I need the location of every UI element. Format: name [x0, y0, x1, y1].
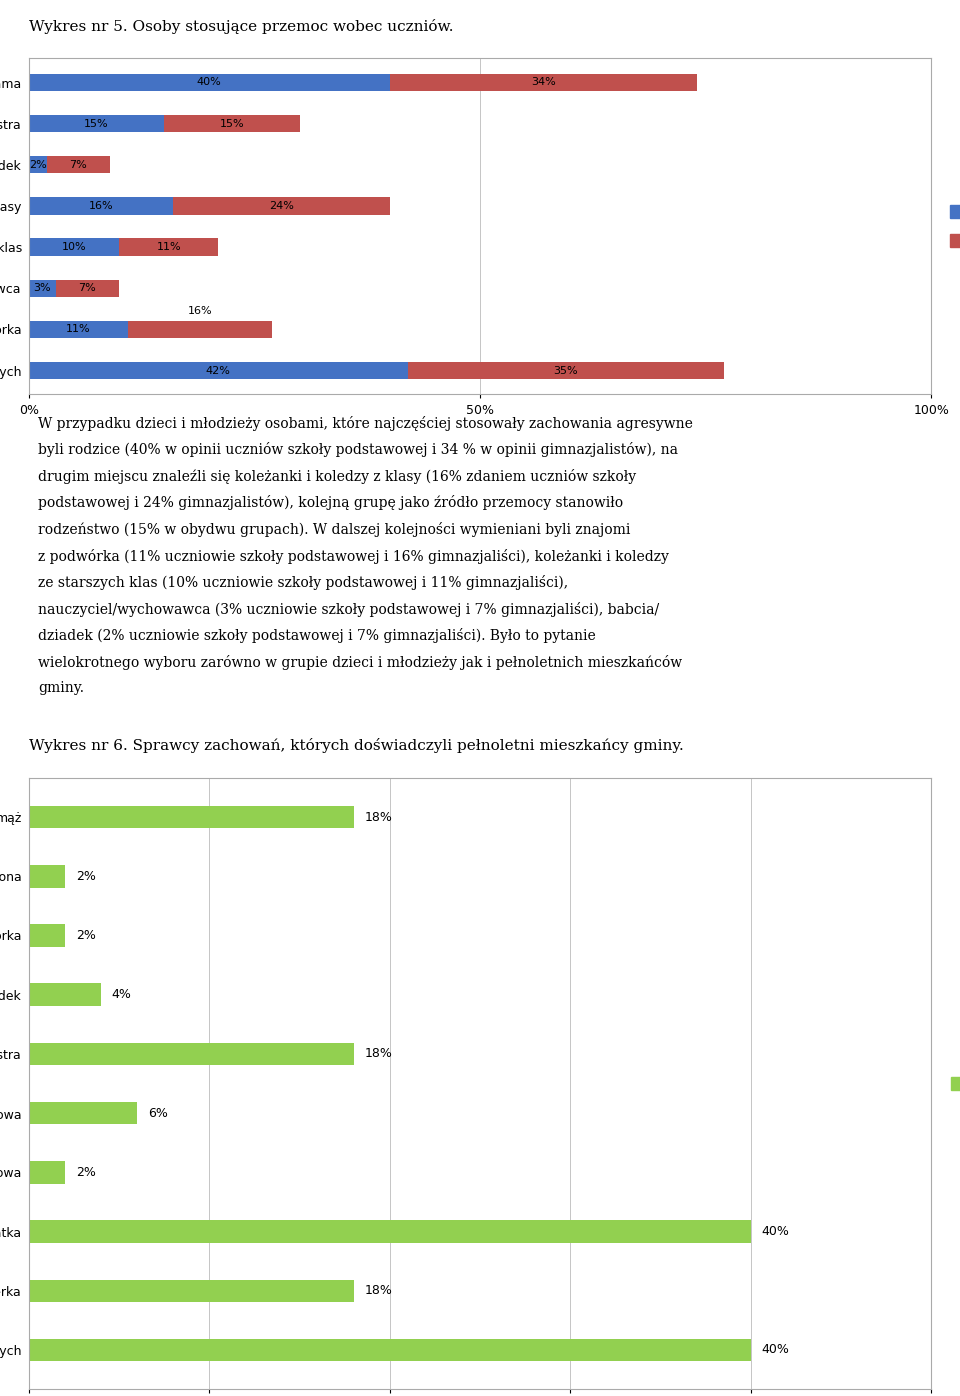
Bar: [29, 362, 408, 380]
Legend: uczniowieSP, uczniowie gimnazjum: uczniowieSP, uczniowie gimnazjum: [947, 201, 960, 251]
Text: 18%: 18%: [365, 1047, 393, 1061]
Text: z podwórka (11% uczniowie szkoły podstawowej i 16% gimnazjaliści), koleżanki i k: z podwórka (11% uczniowie szkoły podstaw…: [37, 549, 669, 564]
Text: 2%: 2%: [29, 159, 47, 170]
Bar: [164, 114, 300, 133]
Bar: [29, 239, 119, 255]
Bar: [29, 924, 65, 946]
Bar: [29, 866, 65, 888]
Bar: [29, 197, 173, 215]
Text: 15%: 15%: [84, 119, 108, 128]
Text: wielokrotnego wyboru zarówno w grupie dzieci i młodzieży jak i pełnoletnich mies: wielokrotnego wyboru zarówno w grupie dz…: [37, 655, 682, 670]
Bar: [119, 239, 218, 255]
Bar: [29, 1101, 137, 1124]
Text: dziadek (2% uczniowie szkoły podstawowej i 7% gimnazjaliści). Było to pytanie: dziadek (2% uczniowie szkoły podstawowej…: [37, 628, 595, 644]
Bar: [408, 362, 724, 380]
Text: nauczyciel/wychowawca (3% uczniowie szkoły podstawowej i 7% gimnazjaliści), babc: nauczyciel/wychowawca (3% uczniowie szko…: [37, 602, 659, 617]
Bar: [29, 74, 390, 91]
Bar: [29, 1161, 65, 1184]
Text: 4%: 4%: [111, 988, 132, 1001]
Bar: [29, 1280, 353, 1302]
Text: rodzeństwo (15% w obydwu grupach). W dalszej kolejności wymieniani byli znajomi: rodzeństwo (15% w obydwu grupach). W dal…: [37, 522, 630, 537]
Text: podstawowej i 24% gimnazjalistów), kolejną grupę jako źródło przemocy stanowiło: podstawowej i 24% gimnazjalistów), kolej…: [37, 496, 623, 511]
Text: 35%: 35%: [553, 366, 578, 376]
Text: gminy.: gminy.: [37, 681, 84, 695]
Text: 10%: 10%: [61, 242, 86, 253]
Bar: [29, 156, 47, 173]
Text: 16%: 16%: [188, 306, 212, 317]
Bar: [29, 114, 164, 133]
Bar: [29, 279, 56, 297]
Text: 7%: 7%: [69, 159, 87, 170]
Text: 40%: 40%: [197, 77, 222, 88]
Text: ze starszych klas (10% uczniowie szkoły podstawowej i 11% gimnazjaliści),: ze starszych klas (10% uczniowie szkoły …: [37, 575, 568, 591]
Text: 11%: 11%: [156, 242, 181, 253]
Text: 42%: 42%: [205, 366, 230, 376]
Bar: [47, 156, 110, 173]
Bar: [390, 74, 697, 91]
Text: byli rodzice (40% w opinii uczniów szkoły podstawowej i 34 % w opinii gimnazjali: byli rodzice (40% w opinii uczniów szkoł…: [37, 443, 678, 458]
Text: 2%: 2%: [76, 928, 96, 942]
Bar: [29, 983, 101, 1007]
Text: 18%: 18%: [365, 1284, 393, 1297]
Text: 2%: 2%: [76, 1166, 96, 1178]
Legend: pełnoletni mieszkańcy gminy: pełnoletni mieszkańcy gminy: [947, 1072, 960, 1096]
Bar: [29, 1339, 751, 1361]
Text: 6%: 6%: [148, 1107, 168, 1120]
Text: drugim miejscu znaleźli się koleżanki i koledzy z klasy (16% zdaniem uczniów szk: drugim miejscu znaleźli się koleżanki i …: [37, 469, 636, 484]
Text: 3%: 3%: [34, 283, 51, 293]
Bar: [56, 279, 119, 297]
Text: 11%: 11%: [66, 324, 91, 335]
Bar: [29, 805, 353, 828]
Text: Wykres nr 6. Sprawcy zachowań, których doświadczyli pełnoletni mieszkańcy gminy.: Wykres nr 6. Sprawcy zachowań, których d…: [29, 738, 684, 754]
Bar: [29, 1220, 751, 1242]
Bar: [29, 1043, 353, 1065]
Text: 40%: 40%: [761, 1226, 789, 1238]
Bar: [173, 197, 390, 215]
Text: 18%: 18%: [365, 811, 393, 824]
Text: W przypadku dzieci i młodzieży osobami, które najczęściej stosowały zachowania a: W przypadku dzieci i młodzieży osobami, …: [37, 416, 693, 431]
Text: Wykres nr 5. Osoby stosujące przemoc wobec uczniów.: Wykres nr 5. Osoby stosujące przemoc wob…: [29, 18, 453, 34]
Text: 34%: 34%: [531, 77, 556, 88]
Text: 16%: 16%: [88, 201, 113, 211]
Text: 24%: 24%: [269, 201, 294, 211]
Bar: [29, 321, 128, 338]
Bar: [128, 321, 273, 338]
Text: 2%: 2%: [76, 870, 96, 882]
Text: 15%: 15%: [220, 119, 244, 128]
Text: 40%: 40%: [761, 1343, 789, 1357]
Text: 7%: 7%: [79, 283, 96, 293]
